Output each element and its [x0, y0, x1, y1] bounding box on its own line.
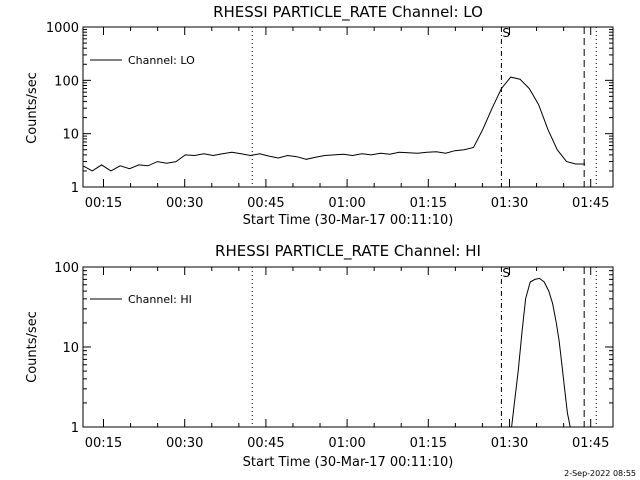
hi-x-tick-label: 00:45 — [247, 436, 284, 451]
lo-y-tick-label: 10 — [62, 128, 79, 143]
hi-y-axis-label: Counts/sec — [25, 311, 40, 383]
hi-x-tick-label: 00:30 — [166, 436, 203, 451]
generation-date: 2-Sep-2022 08:55 — [564, 469, 636, 478]
lo-x-tick-label: 01:30 — [491, 196, 528, 211]
lo-x-tick-label: 01:00 — [328, 196, 365, 211]
hi-x-tick-label: 01:30 — [491, 436, 528, 451]
hi-x-tick-label: 01:15 — [410, 436, 447, 451]
hi-x-axis-label: Start Time (30-Mar-17 00:11:10) — [243, 455, 454, 470]
hi-plot-frame — [82, 266, 614, 428]
hi-series-line — [511, 277, 571, 428]
lo-x-tick-label: 01:45 — [572, 196, 609, 211]
lo-legend-label: Channel: LO — [128, 54, 195, 67]
lo-series-line — [82, 76, 586, 172]
lo-chart-title: RHESSI PARTICLE_RATE Channel: LO — [213, 3, 483, 22]
lo-y-tick-label: 100 — [54, 74, 79, 89]
hi-x-tick-label: 01:00 — [328, 436, 365, 451]
lo-y-tick-label: 1000 — [46, 21, 79, 36]
lo-event-marker: S — [502, 26, 510, 40]
lo-x-tick-label: 00:15 — [85, 196, 122, 211]
hi-channel-panel: RHESSI PARTICLE_RATE Channel: HI Counts/… — [25, 242, 614, 470]
lo-y-tick-label: 1 — [71, 181, 79, 196]
hi-y-tick-label: 100 — [54, 261, 79, 276]
hi-x-tick-label: 00:15 — [85, 436, 122, 451]
lo-channel-panel: RHESSI PARTICLE_RATE Channel: LO Counts/… — [25, 3, 614, 228]
hi-y-tick-label: 1 — [71, 421, 79, 436]
lo-x-tick-label: 01:15 — [410, 196, 447, 211]
hi-y-tick-label: 10 — [62, 341, 79, 356]
lo-x-tick-label: 00:30 — [166, 196, 203, 211]
hi-legend-label: Channel: HI — [128, 293, 192, 306]
hi-chart-title: RHESSI PARTICLE_RATE Channel: HI — [215, 242, 481, 261]
lo-plot-frame — [82, 26, 614, 188]
lo-x-tick-label: 00:45 — [247, 196, 284, 211]
hi-x-tick-label: 01:45 — [572, 436, 609, 451]
lo-y-axis-label: Counts/sec — [25, 72, 40, 144]
lo-x-axis-label: Start Time (30-Mar-17 00:11:10) — [243, 213, 454, 228]
hi-event-marker: S — [502, 266, 510, 280]
